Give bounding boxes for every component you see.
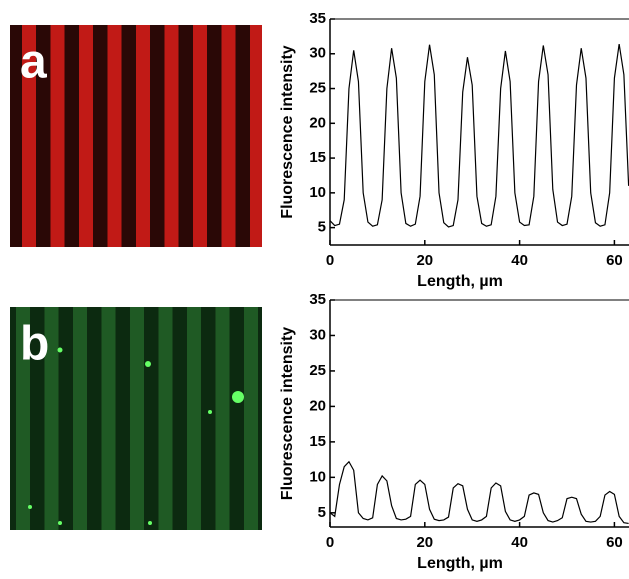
particles	[28, 347, 244, 525]
y-tick-label: 10	[309, 184, 326, 201]
y-tick-label: 20	[309, 114, 326, 131]
y-tick-label: 30	[309, 45, 326, 62]
x-tick-label: 0	[326, 252, 334, 269]
y-tick-label: 30	[309, 326, 326, 343]
x-tick-label: 20	[416, 534, 433, 551]
y-tick-label: 35	[309, 291, 326, 308]
x-tick-label: 60	[606, 252, 623, 269]
y-tick-label: 25	[309, 362, 326, 379]
panel-label: b	[20, 318, 49, 371]
x-axis-label: Length, µm	[417, 273, 503, 290]
x-tick-label: 0	[326, 534, 334, 551]
y-tick-label: 15	[309, 433, 326, 450]
x-axis-label: Length, µm	[417, 555, 503, 572]
y-tick-label: 10	[309, 468, 326, 485]
y-tick-label: 15	[309, 149, 326, 166]
x-tick-label: 60	[606, 534, 623, 551]
x-tick-label: 40	[511, 534, 528, 551]
profile-line	[329, 43, 629, 228]
x-tick-label: 20	[416, 252, 433, 269]
micrograph-a	[10, 25, 262, 247]
y-tick-label: 5	[318, 504, 326, 521]
micrograph-b	[10, 307, 262, 530]
y-tick-label: 25	[309, 80, 326, 97]
y-axis-label: Fluorescence intensity	[279, 45, 296, 218]
y-axis-label: Fluorescence intensity	[279, 327, 296, 500]
panel-label: a	[20, 36, 47, 89]
y-tick-label: 20	[309, 397, 326, 414]
y-tick-label: 35	[309, 10, 326, 27]
y-tick-label: 5	[318, 219, 326, 236]
x-tick-label: 40	[511, 252, 528, 269]
profile-line	[329, 460, 629, 525]
